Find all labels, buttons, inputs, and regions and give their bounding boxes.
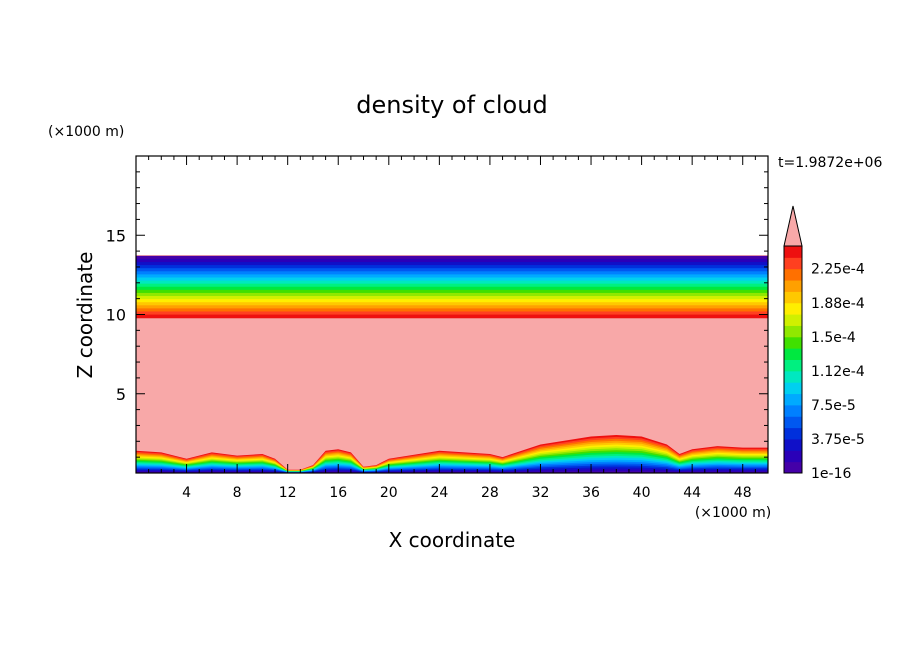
colorbar-segment — [784, 359, 802, 372]
contour-band — [136, 314, 768, 319]
contour-band — [136, 299, 768, 303]
colorbar-label: 1.12e-4 — [811, 364, 865, 380]
colorbar-segment — [784, 382, 802, 395]
clear-sky-region — [136, 156, 768, 255]
y-tick-label: 10 — [106, 306, 126, 325]
y-unit-label: (×1000 m) — [48, 124, 124, 140]
x-tick-label: 36 — [582, 485, 600, 501]
y-tick-label: 15 — [106, 226, 126, 245]
x-axis-label: X coordinate — [389, 528, 516, 552]
colorbar-label: 1e-16 — [811, 466, 851, 482]
colorbar-segment — [784, 325, 802, 338]
colorbar-segment — [784, 302, 802, 315]
x-tick-label: 32 — [532, 485, 550, 501]
contour-band — [136, 292, 768, 297]
colorbar-label: 2.25e-4 — [811, 262, 865, 278]
contour-band — [136, 286, 768, 291]
colorbar-segment — [784, 427, 802, 440]
contour-band — [136, 289, 768, 294]
colorbar-segment — [784, 314, 802, 326]
time-label: t=1.9872e+06 — [778, 155, 882, 171]
x-tick-label: 8 — [233, 485, 242, 501]
colorbar: 1e-16 3.75e-5 7.5e-5 1.12e-4 1.5e-4 1.88e-4 2.… — [783, 205, 865, 482]
colorbar-segment — [784, 257, 802, 270]
colorbar-segment — [784, 461, 802, 474]
x-tick-label: 44 — [683, 485, 701, 501]
x-tick-label: 16 — [329, 485, 347, 501]
colorbar-segment — [784, 416, 802, 429]
colorbar-segment — [784, 438, 802, 451]
colorbar-segment — [784, 370, 802, 383]
colorbar-segment — [784, 348, 802, 360]
colorbar-label: 7.5e-5 — [811, 398, 856, 414]
contour-band — [136, 258, 768, 263]
colorbar-segment — [784, 393, 802, 406]
cloud-bottom-bands — [136, 435, 768, 473]
colorbar-label: 3.75e-5 — [811, 432, 865, 448]
plot-area — [136, 156, 768, 473]
x-tick-label: 48 — [734, 485, 752, 501]
colorbar-label: 1.5e-4 — [811, 330, 856, 346]
x-unit-label: (×1000 m) — [695, 505, 771, 521]
colorbar-segment — [784, 268, 802, 281]
contour-band — [136, 311, 768, 316]
y-tick-label: 5 — [116, 385, 126, 404]
contour-band — [136, 308, 768, 313]
colorbar-segment — [784, 336, 802, 349]
contour-band — [136, 283, 768, 288]
contour-band — [136, 271, 768, 275]
contour-band — [136, 274, 768, 279]
x-tick-label: 24 — [430, 485, 448, 501]
colorbar-segment — [784, 450, 802, 463]
colorbar-segment — [784, 291, 802, 304]
contour-band — [136, 262, 768, 266]
contour-band — [136, 255, 768, 260]
contour-band — [136, 302, 768, 306]
contour-band — [136, 305, 768, 309]
cloud-top-bands — [136, 255, 768, 319]
contour-band — [136, 265, 768, 269]
y-axis-label: Z coordinate — [73, 252, 97, 379]
colorbar-frame — [783, 245, 803, 474]
contour-band — [136, 277, 768, 282]
colorbar-label: 1.88e-4 — [811, 296, 865, 312]
x-tick-label: 4 — [182, 485, 191, 501]
colorbar-overflow-arrow — [783, 205, 803, 247]
chart-title: density of cloud — [356, 91, 547, 119]
x-tick-label: 20 — [380, 485, 398, 501]
colorbar-segment — [784, 280, 802, 292]
x-tick-label: 12 — [279, 485, 297, 501]
colorbar-segment — [784, 246, 802, 258]
contour-band — [136, 268, 768, 272]
x-tick-label: 40 — [633, 485, 651, 501]
contour-band — [136, 280, 768, 285]
colorbar-segment — [784, 404, 802, 417]
x-tick-label: 28 — [481, 485, 499, 501]
contour-band — [136, 296, 768, 300]
y-axis: 5 10 15 — [106, 171, 768, 458]
x-axis: 4 8 12 16 20 24 28 32 36 40 44 48 — [148, 156, 756, 501]
